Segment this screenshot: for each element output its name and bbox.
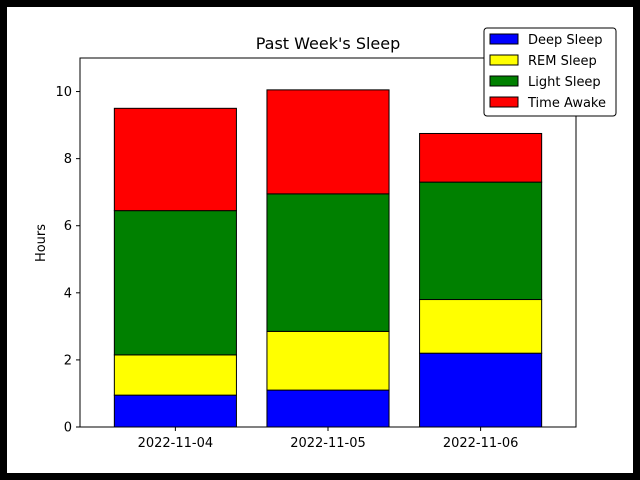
- x-tick-label: 2022-11-05: [290, 436, 366, 451]
- figure-canvas: Past Week's Sleep Hours 0 2 4 6 8 10 2022-11-…: [7, 7, 633, 473]
- bar-light-sleep-2022-11-04: [113, 210, 237, 356]
- y-tick-label: 2: [64, 353, 72, 368]
- y-tick-label: 4: [64, 286, 72, 301]
- legend-box: [483, 27, 617, 117]
- bar-light-sleep-2022-11-05: [266, 193, 390, 332]
- x-axis-ticks: 2022-11-04 2022-11-05 2022-11-06: [138, 427, 519, 451]
- legend-swatch-rem-sleep: [489, 54, 519, 66]
- y-axis-ticks: 0 2 4 6 8 10: [55, 85, 80, 436]
- y-tick-label: 10: [55, 85, 72, 100]
- x-tick-label: 2022-11-04: [138, 436, 214, 451]
- bar-deep-sleep-2022-11-05: [266, 389, 390, 428]
- bar-deep-sleep-2022-11-06: [419, 352, 543, 428]
- legend-label-deep-sleep: Deep Sleep: [528, 33, 603, 48]
- legend-label-light-sleep: Light Sleep: [528, 75, 601, 90]
- legend: Deep Sleep REM Sleep Light Sleep Time Awake: [483, 27, 617, 117]
- bar-time-awake-2022-11-05: [266, 89, 390, 195]
- chart-title: Past Week's Sleep: [256, 34, 401, 53]
- y-tick-label: 8: [64, 152, 72, 167]
- legend-swatch-light-sleep: [489, 75, 519, 87]
- bar-rem-sleep-2022-11-06: [419, 299, 543, 354]
- x-tick-label: 2022-11-06: [443, 436, 519, 451]
- legend-swatch-time-awake: [489, 96, 519, 108]
- bar-time-awake-2022-11-06: [419, 132, 543, 183]
- y-tick-label: 6: [64, 219, 72, 234]
- bar-rem-sleep-2022-11-05: [266, 330, 390, 391]
- sleep-chart: Past Week's Sleep Hours 0 2 4 6 8 10 2022-11-…: [34, 27, 617, 451]
- bar-deep-sleep-2022-11-04: [113, 394, 237, 428]
- y-axis-label: Hours: [34, 224, 49, 262]
- legend-label-rem-sleep: REM Sleep: [528, 54, 597, 69]
- legend-label-time-awake: Time Awake: [527, 96, 606, 111]
- bar-group: [113, 89, 543, 428]
- legend-swatch-deep-sleep: [489, 33, 519, 45]
- bar-time-awake-2022-11-04: [113, 107, 237, 212]
- bar-rem-sleep-2022-11-04: [113, 354, 237, 396]
- y-tick-label: 0: [64, 421, 72, 436]
- bar-light-sleep-2022-11-06: [419, 181, 543, 301]
